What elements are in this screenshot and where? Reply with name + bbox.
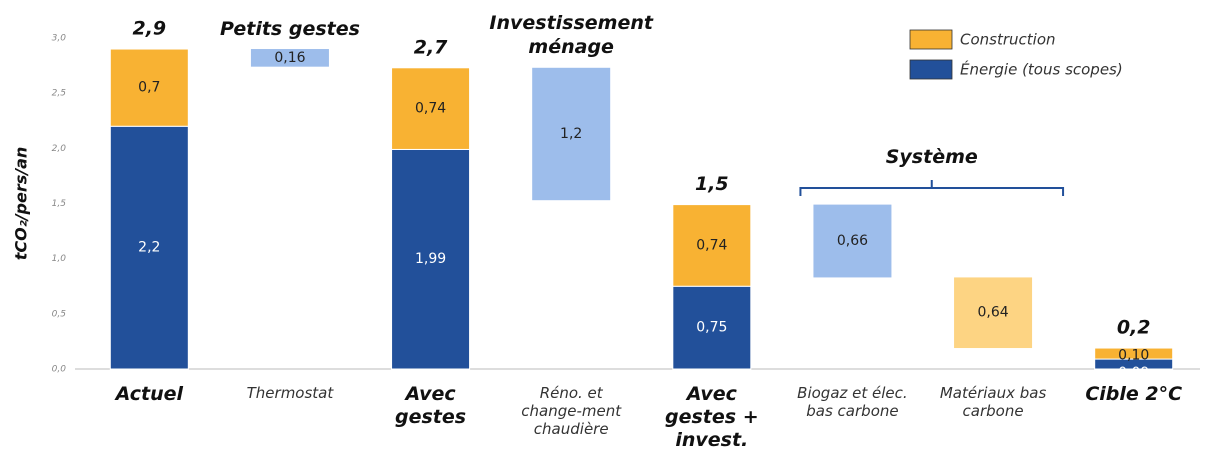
annotation: Système bbox=[885, 146, 978, 168]
bracket bbox=[799, 180, 1065, 196]
y-tick-label: 1,5 bbox=[52, 199, 67, 209]
step-bar bbox=[954, 277, 1033, 349]
x-tick-label: Cible 2°C bbox=[1085, 383, 1183, 405]
segment-value-label: 0,7 bbox=[138, 80, 160, 96]
segment-value-label: 0,74 bbox=[415, 101, 446, 117]
segment-value-label: 0,09 bbox=[1118, 365, 1149, 381]
step-bar bbox=[813, 204, 892, 278]
y-tick-label: 0,0 bbox=[52, 365, 67, 375]
legend-swatch bbox=[909, 59, 953, 80]
segment-value-label: 0,10 bbox=[1118, 348, 1149, 364]
total-label: 1,5 bbox=[695, 173, 729, 195]
y-tick-label: 2,5 bbox=[52, 89, 67, 99]
step-bar bbox=[250, 49, 329, 67]
y-tick-label: 2,0 bbox=[52, 144, 67, 154]
step-bar bbox=[532, 67, 611, 201]
stack-segment bbox=[391, 148, 471, 370]
x-tick-label: Biogaz et élec. bas carbone bbox=[797, 384, 908, 420]
y-tick-label: 0,5 bbox=[52, 309, 67, 319]
legend-swatch bbox=[909, 29, 953, 50]
x-tick-label: Thermostat bbox=[246, 384, 334, 402]
step-value-label: 1,2 bbox=[560, 126, 582, 142]
segment-value-label: 2,2 bbox=[138, 240, 160, 256]
total-label: 2,7 bbox=[414, 36, 448, 58]
step-value-label: 0,66 bbox=[837, 233, 868, 249]
y-tick-label: 3,0 bbox=[52, 34, 67, 44]
x-tick-label: Matériaux bas carbone bbox=[939, 384, 1047, 420]
total-label: 2,9 bbox=[132, 18, 166, 40]
stack-segment bbox=[109, 125, 189, 370]
segment-value-label: 0,75 bbox=[696, 320, 727, 336]
legend-label: Construction bbox=[960, 31, 1056, 49]
step-value-label: 0,64 bbox=[977, 305, 1008, 321]
legend-label: Énergie (tous scopes) bbox=[960, 60, 1123, 79]
stack-segment bbox=[109, 48, 189, 127]
step-value-label: 0,16 bbox=[274, 50, 305, 66]
stack-segment bbox=[1094, 347, 1174, 360]
segment-value-label: 0,74 bbox=[696, 237, 727, 253]
x-tick-label: Actuel bbox=[115, 383, 183, 405]
stack-segment bbox=[672, 204, 752, 287]
x-tick-label: Avec gestes bbox=[395, 383, 467, 428]
x-tick-label: Avec gestes + invest. bbox=[665, 383, 759, 451]
stack-segment bbox=[391, 67, 471, 150]
stack-segment bbox=[672, 285, 752, 370]
segment-value-label: 1,99 bbox=[415, 251, 446, 267]
y-axis-title: tCO₂/pers/an bbox=[12, 147, 31, 261]
x-tick-label: Réno. et change-ment chaudière bbox=[521, 384, 622, 438]
annotation: Investissement ménage bbox=[489, 12, 653, 58]
total-label: 0,2 bbox=[1117, 317, 1151, 339]
y-tick-label: 1,0 bbox=[52, 254, 67, 264]
annotation: Petits gestes bbox=[219, 18, 360, 40]
